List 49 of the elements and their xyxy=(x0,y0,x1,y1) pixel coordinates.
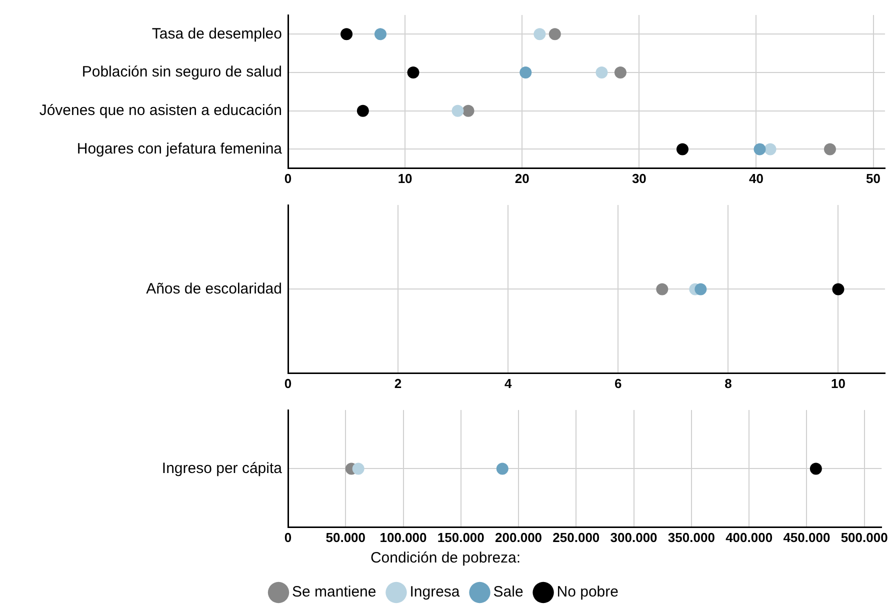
x-tick-label: 400.000 xyxy=(726,530,773,545)
y-tick-label: Ingreso per cápita xyxy=(162,460,283,477)
x-tick-label: 20 xyxy=(514,170,530,186)
y-tick-label: Hogares con jefatura femenina xyxy=(76,140,283,158)
point xyxy=(534,28,546,40)
point xyxy=(520,66,532,79)
point xyxy=(614,66,626,79)
point xyxy=(676,143,688,156)
x-tick-label: 8 xyxy=(724,376,732,391)
y-tick-label: Tasa de desempleo xyxy=(152,25,282,42)
legend-label: Sale xyxy=(493,584,524,601)
x-tick-label: 2 xyxy=(394,376,402,391)
x-tick-label: 250.000 xyxy=(552,530,600,545)
x-tick-label: 10 xyxy=(398,170,412,186)
y-tick-label: Población sin seguro de salud xyxy=(82,64,282,81)
y-tick-label: Años de escolaridad xyxy=(146,280,282,298)
x-tick-label: 200.000 xyxy=(495,530,542,545)
x-tick-label: 300.000 xyxy=(610,530,658,545)
x-tick-label: 50 xyxy=(866,170,881,186)
x-tick-label: 10 xyxy=(830,376,846,391)
point xyxy=(407,66,420,79)
x-tick-label: 350.000 xyxy=(668,530,715,545)
x-tick-label: 50.000 xyxy=(326,530,366,545)
point xyxy=(462,104,474,117)
point xyxy=(374,28,386,40)
point xyxy=(764,143,776,156)
x-tick-label: 40 xyxy=(749,170,764,186)
point xyxy=(340,28,353,40)
x-tick-label: 150.000 xyxy=(437,530,484,545)
x-tick-label: 4 xyxy=(504,376,512,391)
x-tick-label: 0 xyxy=(284,530,292,545)
x-tick-label: 100.000 xyxy=(380,530,427,545)
point xyxy=(754,143,766,156)
x-tick-label: 30 xyxy=(632,170,646,186)
x-tick-label: 0 xyxy=(284,170,292,186)
legend-title: Condición de pobreza: xyxy=(370,550,521,567)
point xyxy=(452,104,464,117)
x-tick-label: 0 xyxy=(284,376,292,391)
legend-label: Ingresa xyxy=(410,584,460,601)
legend-label: No pobre xyxy=(556,584,619,601)
point xyxy=(548,28,561,40)
point xyxy=(824,143,836,156)
x-tick-label: 500.000 xyxy=(840,530,888,545)
y-tick-label: Jóvenes que no asisten a educación xyxy=(39,102,282,120)
x-tick-label: 450.000 xyxy=(783,530,830,545)
point xyxy=(356,104,369,117)
legend-label: Se mantiene xyxy=(292,584,376,601)
x-tick-label: 6 xyxy=(614,376,622,391)
point xyxy=(596,66,608,79)
